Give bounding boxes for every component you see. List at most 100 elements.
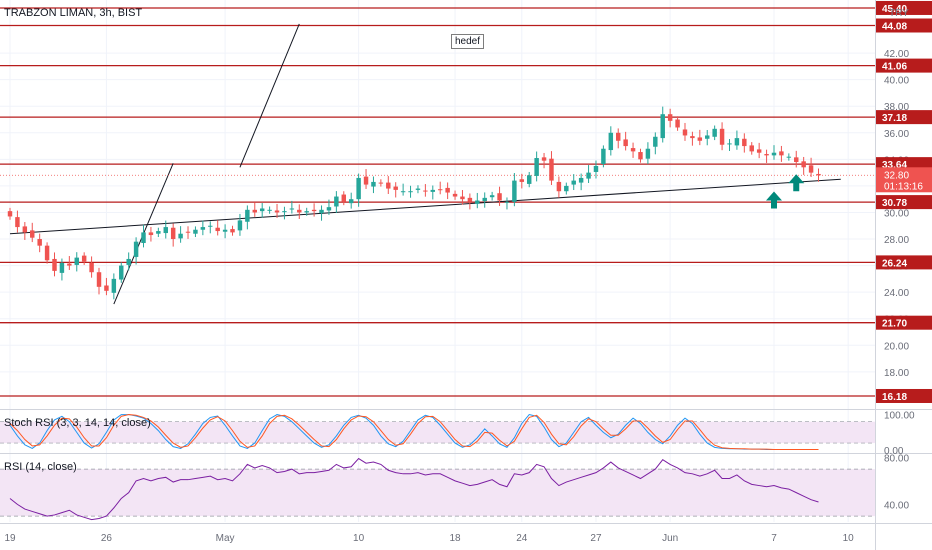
candle: [749, 145, 754, 152]
level-price-tag: [876, 18, 932, 33]
candle: [96, 272, 102, 287]
price-tick-label: 30.00: [884, 208, 909, 219]
level-price-text: 16.18: [882, 392, 907, 403]
time-tick-label: 7: [771, 533, 777, 544]
level-price-tag: [876, 315, 932, 330]
candle: [74, 257, 79, 265]
level-price-tag: [876, 58, 932, 73]
candle: [267, 209, 272, 211]
up-arrow-icon: [765, 191, 782, 209]
currency-label: TRY: [889, 8, 909, 19]
level-price-text: 44.08: [882, 21, 907, 32]
price-tick-label: 40.00: [884, 76, 909, 87]
candle: [541, 157, 547, 161]
candle: [616, 132, 621, 141]
level-price-tag: [876, 0, 932, 15]
candle: [126, 258, 131, 265]
candle: [30, 230, 35, 238]
price-tick-label: 36.00: [884, 129, 909, 140]
candle: [348, 199, 354, 204]
candle: [586, 172, 591, 179]
candle: [519, 179, 525, 182]
up-arrow-icon: [788, 174, 805, 192]
time-tick-label: Jun: [662, 533, 678, 544]
rsi-label[interactable]: RSI (14, close): [4, 461, 77, 473]
candle: [667, 114, 673, 121]
candle: [274, 210, 280, 213]
price-tick-label: 20.00: [884, 341, 909, 352]
candle: [690, 136, 695, 139]
price-tick-label: 42.00: [884, 49, 909, 60]
candle: [564, 185, 569, 192]
candle: [482, 197, 487, 202]
candle: [297, 209, 302, 213]
stoch-d-line: [9, 414, 819, 451]
candle: [363, 176, 369, 185]
candle: [808, 165, 814, 173]
candle: [526, 175, 532, 184]
stoch-rsi-label[interactable]: Stoch RSI (3, 3, 14, 14, close): [4, 417, 151, 429]
rsi-band: [0, 469, 875, 517]
candle: [497, 193, 502, 201]
countdown-text: 01:13:16: [884, 181, 923, 192]
candle: [549, 158, 554, 181]
candle: [44, 245, 50, 261]
level-price-text: 33.64: [882, 160, 907, 171]
candle: [756, 149, 762, 153]
candle: [727, 143, 732, 145]
candle: [259, 208, 265, 212]
candle: [378, 182, 384, 184]
candle: [608, 132, 614, 151]
candle: [771, 152, 777, 156]
candle: [705, 135, 710, 139]
time-tick-label: 10: [353, 533, 365, 544]
candle: [89, 262, 94, 273]
level-price-text: 37.18: [882, 113, 907, 124]
rsi-line: [9, 457, 819, 521]
rsi-tick-label: 80.00: [884, 453, 909, 464]
candle: [222, 229, 228, 232]
candle: [289, 208, 295, 210]
candle: [504, 201, 510, 203]
candle: [178, 233, 183, 239]
candle: [512, 180, 517, 202]
price-tick-label: 28.00: [884, 235, 909, 246]
time-tick-label: 26: [101, 533, 113, 544]
candle: [282, 211, 287, 213]
candle: [185, 231, 191, 233]
note-label[interactable]: hedef: [451, 34, 485, 49]
price-tick-label: 24.00: [884, 288, 909, 299]
candle: [230, 229, 235, 233]
candle: [712, 128, 717, 137]
candle: [645, 148, 651, 159]
candle: [445, 187, 450, 193]
candle: [623, 139, 628, 147]
candle: [660, 114, 665, 139]
candle: [326, 207, 332, 211]
stoch-band: [0, 421, 875, 444]
trend-line: [239, 23, 300, 168]
candle: [148, 232, 154, 236]
stoch-tick-label: 0.00: [884, 446, 904, 457]
candle: [393, 186, 398, 190]
candle: [460, 196, 465, 200]
candle: [675, 119, 680, 128]
candle: [697, 137, 703, 141]
candle: [81, 255, 87, 262]
candle: [119, 265, 124, 280]
stoch-tick-label: 100.00: [884, 411, 915, 422]
candle: [319, 209, 324, 214]
level-price-text: 21.70: [882, 319, 907, 330]
candle: [245, 209, 250, 222]
candle: [593, 165, 599, 172]
candle: [111, 278, 117, 293]
candle: [67, 263, 72, 266]
candle: [764, 154, 769, 156]
candle: [311, 209, 317, 212]
candle: [601, 148, 606, 164]
candle: [638, 152, 643, 160]
candle: [133, 241, 139, 257]
trend-line: [9, 178, 841, 235]
candle: [653, 136, 658, 147]
